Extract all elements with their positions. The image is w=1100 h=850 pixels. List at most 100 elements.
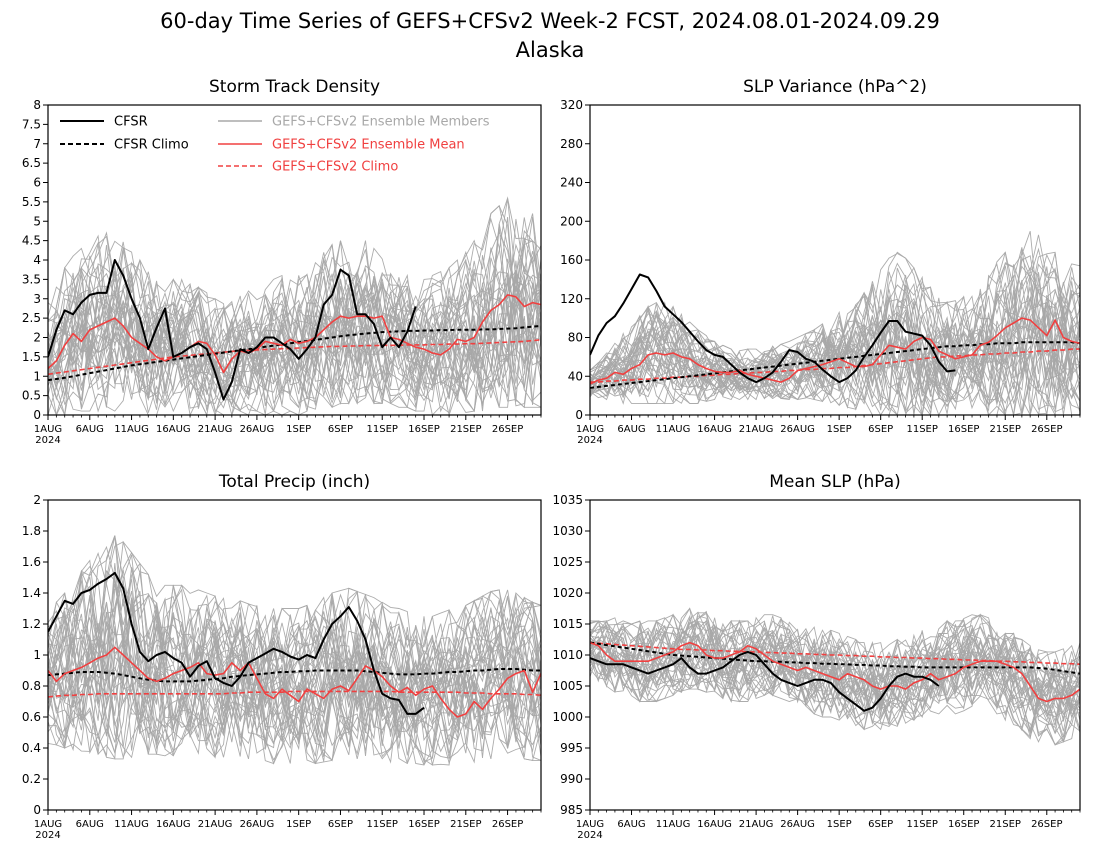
x-tick-label: 11SEP (906, 819, 937, 830)
x-tick-label: 11SEP (367, 819, 398, 830)
legend-label: GEFS+CFSv2 Climo (272, 160, 398, 175)
x-tick-label: 6AUG (617, 819, 645, 830)
cfsr-line (48, 259, 417, 401)
y-tick-label: 985 (560, 803, 583, 817)
chart-panel-1: Storm Track Density 0 0.5 1 1.5 2 2.5 3 3.5 4 4.5 5… (22, 77, 542, 446)
legend-label: CFSR Climo (114, 138, 189, 153)
x-tick-label: 1SEP (827, 424, 852, 435)
gefs-climo-line (590, 348, 1080, 383)
ensemble-mean-line (48, 646, 541, 718)
x-tick-label: 6AUG (76, 424, 104, 435)
y-tick-label: 280 (560, 137, 583, 151)
y-tick-label: 8 (33, 98, 41, 112)
y-tick-label: 1.2 (22, 617, 41, 631)
x-tick-label: 11SEP (906, 424, 937, 435)
y-tick-label: 6 (33, 176, 41, 190)
y-tick-label: 80 (568, 331, 583, 345)
x-tick-label: 1AUG (576, 424, 604, 435)
y-tick-label: 3.5 (22, 272, 41, 286)
ensemble-member-line (48, 620, 541, 766)
ensemble-mean-line (48, 294, 541, 374)
ensemble-member-line (590, 290, 1080, 412)
y-tick-label: 2.5 (22, 311, 41, 325)
figure-title-line2: Alaska (516, 38, 585, 62)
y-tick-label: 1.4 (22, 586, 41, 600)
x-tick-label: 26AUG (240, 424, 275, 435)
ensemble-member-line (48, 273, 541, 412)
y-tick-label: 1020 (552, 586, 583, 600)
legend-label: CFSR (114, 115, 148, 130)
y-tick-label: 2 (33, 331, 41, 345)
x-tick-label: 6SEP (868, 424, 893, 435)
y-tick-label: 1.6 (22, 555, 41, 569)
y-tick-label: 4 (33, 253, 41, 267)
ensemble-member-line (590, 633, 1080, 746)
y-tick-label: 240 (560, 176, 583, 190)
y-tick-label: 6.5 (22, 156, 41, 170)
ensemble-member-line (48, 196, 541, 367)
y-tick-label: 990 (560, 772, 583, 786)
panel-title: Total Precip (inch) (218, 472, 370, 492)
ensemble-member-line (590, 289, 1080, 415)
x-year-label: 2024 (577, 435, 602, 446)
ensemble-member-line (48, 273, 541, 398)
ensemble-member-line (48, 545, 541, 705)
x-tick-label: 1AUG (34, 424, 62, 435)
figure-title-line1: 60-day Time Series of GEFS+CFSv2 Week-2 … (160, 9, 940, 33)
gefs-climo-line (48, 690, 541, 698)
ensemble-member-line (590, 330, 1080, 415)
x-year-label: 2024 (35, 435, 60, 446)
ensemble-member-line (590, 266, 1080, 399)
x-tick-label: 16SEP (408, 424, 439, 435)
x-tick-label: 26AUG (780, 424, 815, 435)
y-tick-label: 1 (33, 369, 41, 383)
y-tick-label: 1 (33, 648, 41, 662)
ensemble-member-line (48, 249, 541, 377)
x-tick-label: 16AUG (697, 819, 732, 830)
x-tick-label: 21SEP (450, 819, 481, 830)
ensemble-member-line (48, 551, 541, 702)
x-tick-label: 21AUG (739, 819, 774, 830)
x-tick-label: 21SEP (450, 424, 481, 435)
x-tick-label: 26SEP (492, 819, 523, 830)
y-tick-label: 2 (33, 493, 41, 507)
ensemble-member-line (590, 292, 1080, 410)
y-tick-label: 1015 (552, 617, 583, 631)
ensemble-member-line (590, 251, 1080, 379)
y-tick-label: 1030 (552, 524, 583, 538)
ensemble-member-line (48, 633, 541, 765)
x-tick-label: 16AUG (156, 819, 191, 830)
panel-title: Storm Track Density (209, 77, 380, 97)
ensemble-mean-line (590, 317, 1080, 385)
x-tick-label: 11AUG (114, 424, 149, 435)
x-tick-label: 1SEP (286, 424, 311, 435)
y-tick-label: 0.6 (22, 710, 41, 724)
ensemble-member-line (590, 274, 1080, 406)
x-tick-label: 21SEP (990, 819, 1021, 830)
y-tick-label: 7.5 (22, 117, 41, 131)
ensemble-mean-line (590, 641, 1080, 703)
panels-group: Storm Track Density 0 0.5 1 1.5 2 2.5 3 3.5 4 4.5 5… (22, 77, 1081, 841)
x-tick-label: 26SEP (492, 424, 523, 435)
ensemble-member-line (590, 231, 1080, 382)
x-tick-label: 6SEP (328, 819, 353, 830)
ensemble-member-line (590, 614, 1080, 683)
y-tick-label: 1000 (552, 710, 583, 724)
x-tick-label: 26AUG (240, 819, 275, 830)
x-tick-label: 6AUG (76, 819, 104, 830)
x-tick-label: 11AUG (114, 819, 149, 830)
y-tick-label: 0.8 (22, 679, 41, 693)
ensemble-members (48, 196, 541, 415)
y-tick-label: 200 (560, 214, 583, 228)
x-tick-label: 1AUG (34, 819, 62, 830)
y-tick-label: 4.5 (22, 234, 41, 248)
ensemble-member-line (590, 644, 1080, 745)
y-tick-label: 5.5 (22, 195, 41, 209)
y-tick-label: 7 (33, 137, 41, 151)
cfsr-climo-line (48, 668, 541, 683)
cfsr-line (590, 273, 956, 384)
panel-title: SLP Variance (hPa^2) (743, 77, 927, 97)
x-tick-label: 16SEP (408, 819, 439, 830)
y-tick-label: 995 (560, 741, 583, 755)
